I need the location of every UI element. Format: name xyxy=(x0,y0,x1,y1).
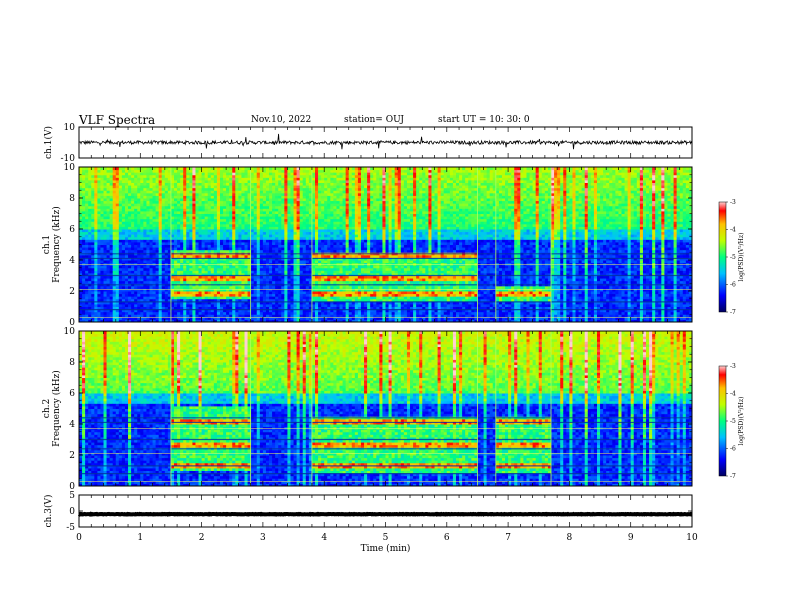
ytick-label: 0 xyxy=(69,482,75,492)
ytick-label: 0 xyxy=(69,507,75,517)
xtick-label: 7 xyxy=(505,533,511,543)
colorbar-tick-label: -6 xyxy=(730,446,736,453)
ytick-label: 6 xyxy=(69,389,75,399)
colorbar-title: log(PSD)(V²/Hz) xyxy=(738,233,745,282)
ytick-label: 6 xyxy=(69,225,75,235)
colorbar xyxy=(718,201,727,313)
start-ut-label: start UT = 10: 30: 0 xyxy=(438,115,530,125)
x-axis-title: Time (min) xyxy=(361,543,411,554)
ch1-waveform-trace xyxy=(78,133,693,150)
ytick-label: 4 xyxy=(69,420,75,430)
ytick-label: 4 xyxy=(69,256,75,266)
colorbar-tick-label: -5 xyxy=(730,254,736,261)
y-axis-title: ch.3(V) xyxy=(43,495,54,528)
ytick-label: 0 xyxy=(69,318,75,328)
colorbar-tick-label: -4 xyxy=(730,227,736,234)
colorbar-tick-label: -3 xyxy=(730,363,736,370)
ytick-label: 10 xyxy=(64,163,76,173)
xtick-label: 9 xyxy=(628,533,634,543)
y-axis-title: ch.2 xyxy=(42,399,52,418)
y-axis-title: ch.1(V) xyxy=(43,126,54,159)
colorbar-tick-label: -3 xyxy=(730,199,736,206)
xtick-label: 1 xyxy=(137,533,143,543)
xtick-label: 10 xyxy=(686,533,698,543)
date-label: Nov.10, 2022 xyxy=(251,115,311,125)
xtick-label: 6 xyxy=(444,533,450,543)
xtick-label: 4 xyxy=(321,533,327,543)
xtick-label: 2 xyxy=(199,533,205,543)
xtick-label: 5 xyxy=(383,533,389,543)
ytick-label: 8 xyxy=(69,358,75,368)
station-label: station= OUJ xyxy=(344,115,404,125)
ytick-label: 5 xyxy=(69,491,75,501)
ytick-label: 10 xyxy=(64,327,76,337)
ytick-label: 8 xyxy=(69,194,75,204)
ytick-label: -5 xyxy=(66,523,75,533)
colorbar-tick-label: -4 xyxy=(730,391,736,398)
colorbar xyxy=(718,365,727,477)
ytick-label: -10 xyxy=(61,154,76,164)
colorbar-title: log(PSD)(V²/Hz) xyxy=(738,397,745,446)
xtick-label: 0 xyxy=(76,533,82,543)
colorbar-tick-label: -5 xyxy=(730,418,736,425)
chart-title: VLF Spectra xyxy=(79,113,155,127)
colorbar-tick-label: -7 xyxy=(730,309,736,316)
y-axis-title: ch.1 xyxy=(42,235,52,254)
colorbar-tick-label: -6 xyxy=(730,282,736,289)
colorbar-tick-label: -7 xyxy=(730,473,736,480)
y-axis-title: Frequency (kHz) xyxy=(51,206,62,283)
xtick-label: 3 xyxy=(260,533,266,543)
ytick-label: 10 xyxy=(64,123,76,133)
y-axis-title: Frequency (kHz) xyxy=(51,370,62,447)
ytick-label: 2 xyxy=(69,287,75,297)
ytick-label: 2 xyxy=(69,451,75,461)
xtick-label: 8 xyxy=(567,533,573,543)
